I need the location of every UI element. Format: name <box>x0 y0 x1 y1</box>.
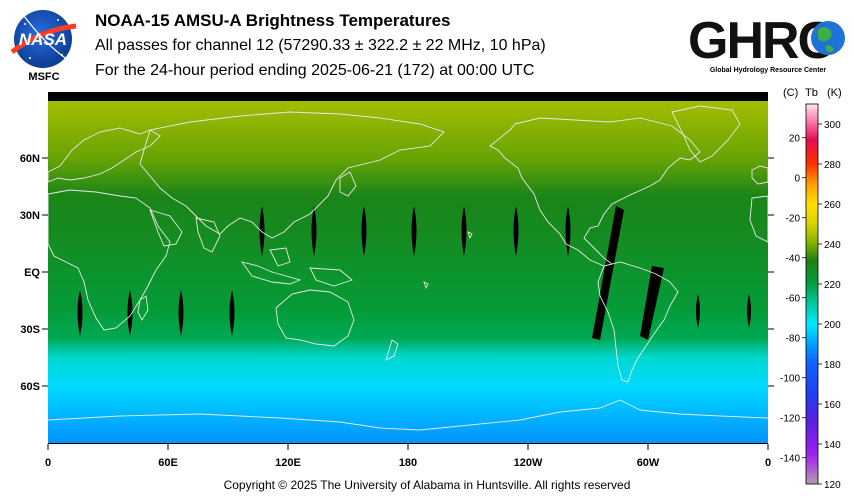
swath-gap <box>565 206 571 256</box>
colorbar-k-label: 180 <box>824 360 841 371</box>
colorbar-c-label: 0 <box>794 174 800 185</box>
y-axis: 60N 30N EQ 30S 60S <box>20 153 774 393</box>
x-tick-label: 180 <box>399 457 417 469</box>
swath-gap <box>747 294 751 328</box>
x-tick-label: 60E <box>158 457 178 469</box>
y-tick-label: EQ <box>24 267 40 279</box>
swath-gap <box>592 206 624 340</box>
x-tick-label: 60W <box>637 457 660 469</box>
colorbar-k-label: 260 <box>824 200 841 211</box>
chart-title: NOAA-15 AMSU-A Brightness Temperatures <box>95 11 451 30</box>
map-plot <box>47 92 769 444</box>
coastlines <box>47 105 769 431</box>
y-tick-label: 60N <box>20 153 40 165</box>
colorbar-c-label: -80 <box>786 334 801 345</box>
x-tick-label: 0 <box>765 457 771 469</box>
swath-gap <box>178 290 184 336</box>
map-field <box>48 101 768 443</box>
nasa-logo-text: NASA <box>19 30 67 49</box>
swath-gap <box>411 206 417 256</box>
nasa-logo[interactable]: NASA MSFC <box>10 10 77 83</box>
swath-gaps <box>77 206 751 340</box>
colorbar-header-tb: Tb <box>805 87 818 99</box>
colorbar-k-label: 160 <box>824 400 841 411</box>
chart-subtitle-period: For the 24-hour period ending 2025-06-21… <box>95 62 535 79</box>
x-tick-label: 120W <box>514 457 543 469</box>
ghrc-logo[interactable]: GHRC Global Hydrology Resource Center <box>688 12 845 74</box>
colorbar-k-label: 280 <box>824 160 841 171</box>
x-tick-label: 120E <box>275 457 301 469</box>
colorbar-c-label: 20 <box>789 134 801 145</box>
swath-gap <box>513 206 519 256</box>
y-tick-label: 30S <box>20 324 40 336</box>
swath-gap <box>461 206 467 256</box>
chart-subtitle-channel: All passes for channel 12 (57290.33 ± 32… <box>95 37 546 54</box>
swath-gap <box>311 206 317 256</box>
swath-gap <box>77 290 83 336</box>
colorbar-header-c: (C) <box>783 87 798 99</box>
swath-gap <box>229 290 235 336</box>
swath-gap <box>640 266 664 340</box>
colorbar-c-label: -140 <box>780 454 800 465</box>
swath-gap <box>696 294 700 328</box>
colorbar-k-label: 240 <box>824 240 841 251</box>
colorbar-bar <box>805 103 819 485</box>
y-tick-label: 30N <box>20 210 40 222</box>
swath-gap <box>259 206 265 256</box>
colorbar-c-label: -20 <box>786 214 801 225</box>
y-tick-label: 60S <box>20 381 40 393</box>
x-tick-label: 0 <box>45 457 51 469</box>
colorbar-k-label: 300 <box>824 120 841 131</box>
x-axis: 0 60E 120E 180 120W 60W 0 <box>45 444 771 469</box>
colorbar-c-label: -60 <box>786 294 801 305</box>
colorbar-header-k: (K) <box>827 87 842 99</box>
colorbar-k-label: 220 <box>824 280 841 291</box>
copyright-notice: Copyright © 2025 The University of Alaba… <box>223 478 631 492</box>
ghrc-logo-subtitle: Global Hydrology Resource Center <box>710 67 827 74</box>
colorbar-c-label: -100 <box>780 374 800 385</box>
swath-gap <box>127 290 133 336</box>
msfc-label: MSFC <box>28 71 59 83</box>
colorbar-k-label: 120 <box>824 480 841 491</box>
colorbar-k-label: 140 <box>824 440 841 451</box>
colorbar-c-label: -40 <box>786 254 801 265</box>
colorbar: (C) Tb (K) 30028026024022020018016014012… <box>780 87 842 491</box>
colorbar-c-label: -120 <box>780 414 800 425</box>
swath-gap <box>361 206 367 256</box>
colorbar-k-label: 200 <box>824 320 841 331</box>
